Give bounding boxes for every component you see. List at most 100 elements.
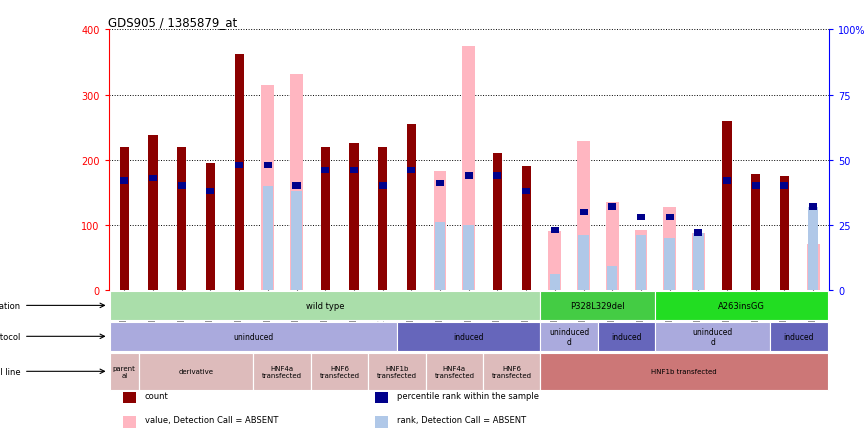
Text: HNF1b transfected: HNF1b transfected [651,368,717,375]
Bar [655,291,827,320]
Bar [177,147,187,290]
Bar [263,186,273,290]
Bar [178,183,186,190]
Bar [523,188,530,195]
Bar [264,162,272,169]
Text: uninduced
d: uninduced d [549,327,589,346]
Bar [598,322,655,351]
Bar [123,392,136,404]
Bar [578,236,589,290]
Bar [666,214,674,221]
Bar [694,230,702,237]
Bar [522,167,530,290]
Text: uninduced: uninduced [233,332,273,341]
Bar [320,147,330,290]
Text: induced: induced [784,332,814,341]
Bar [549,232,562,290]
Bar [235,162,243,169]
Text: percentile rank within the sample: percentile rank within the sample [397,391,539,400]
Bar [311,353,368,390]
Bar [350,168,358,174]
Text: HNF6
transfected: HNF6 transfected [492,365,532,378]
Text: parent
al: parent al [113,365,135,378]
Bar [664,238,674,290]
Text: value, Detection Call = ABSENT: value, Detection Call = ABSENT [144,415,278,424]
Bar [234,55,244,290]
Bar [121,178,128,184]
Bar [206,164,215,290]
Bar [541,291,655,320]
Bar [809,204,817,210]
Bar [378,183,386,190]
Bar [375,416,388,427]
Bar [292,191,302,290]
Text: derivative: derivative [179,368,214,375]
Bar [577,142,590,290]
Bar [425,353,483,390]
Text: uninduced
d: uninduced d [693,327,733,346]
Text: A263insGG: A263insGG [718,301,765,310]
Bar [110,322,397,351]
Bar [110,353,139,390]
Bar [207,188,214,195]
Bar [483,353,541,390]
Text: rank, Detection Call = ABSENT: rank, Detection Call = ABSENT [397,415,526,424]
Text: GDS905 / 1385879_at: GDS905 / 1385879_at [108,16,238,29]
Bar [493,173,502,179]
Bar [606,203,619,290]
Bar [407,168,415,174]
Bar [637,214,645,221]
Bar [149,175,157,182]
Bar [293,183,300,190]
Bar [809,245,818,290]
Bar [436,181,444,187]
Bar [148,136,158,290]
Bar [139,353,253,390]
Bar [779,177,789,290]
Bar [808,207,819,290]
Bar [722,122,732,290]
Bar [123,416,136,427]
Bar [368,353,425,390]
Bar [635,236,646,290]
Bar [607,267,617,290]
Text: HNF4a
transfected: HNF4a transfected [434,365,475,378]
Text: wild type: wild type [306,301,345,310]
Bar [397,322,541,351]
Bar [635,230,648,290]
Bar [464,225,474,290]
Bar [549,275,560,290]
Text: count: count [144,391,168,400]
Bar [290,75,303,290]
Bar [551,227,559,234]
Text: protocol: protocol [0,332,21,341]
Bar [694,233,704,290]
Bar [806,245,819,290]
Bar [261,85,274,290]
Bar [120,147,128,290]
Bar [435,223,445,290]
Bar [110,291,541,320]
Bar [723,178,731,184]
Bar [752,183,760,190]
Bar [434,172,446,290]
Bar [751,174,760,290]
Text: HNF4a
transfected: HNF4a transfected [262,365,302,378]
Bar [692,233,705,290]
Text: HNF6
transfected: HNF6 transfected [319,365,359,378]
Bar [608,204,616,210]
Text: HNF1b
transfected: HNF1b transfected [377,365,417,378]
Bar [407,125,416,290]
Bar [541,353,827,390]
Bar [463,46,475,290]
Text: genotype/variation: genotype/variation [0,301,21,310]
Bar [541,322,598,351]
Bar [321,168,329,174]
Bar [349,144,358,290]
Text: induced: induced [611,332,641,341]
Bar [580,209,588,216]
Bar [655,322,770,351]
Bar [770,322,827,351]
Bar [375,392,388,404]
Bar [780,183,788,190]
